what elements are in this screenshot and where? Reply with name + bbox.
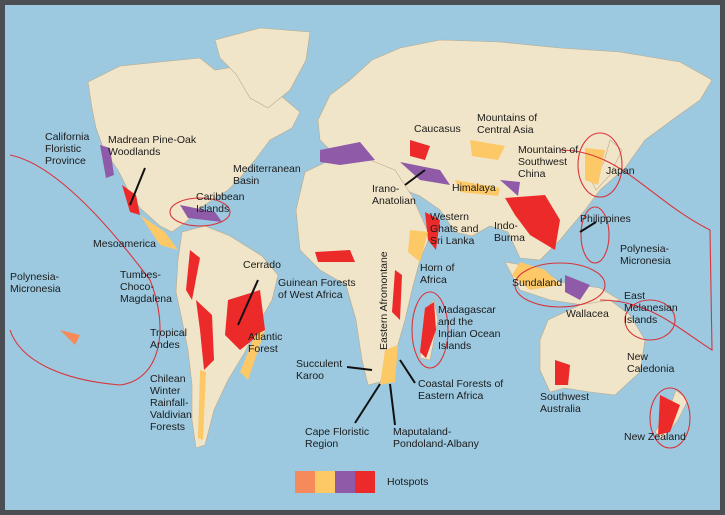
label-mountains-central-asia: Mountains of Central Asia [477,112,538,136]
legend: Hotspots [295,471,428,493]
label-caucasus: Caucasus [414,123,461,135]
label-mountains-sw-china: Mountains of Southwest China [518,144,579,180]
label-caribbean-islands: Caribbean Islands [196,191,245,215]
label-succulent-karoo: Succulent Karoo [296,358,343,382]
legend-swatch-purple [335,471,355,493]
label-western-ghats: Western Ghats and Sri Lanka [430,211,479,247]
label-indo-burma: Indo- Burma [494,220,525,244]
label-mediterranean-basin: Mediterranean Basin [233,163,301,187]
label-coastal-forests-eastern-africa: Coastal Forests of Eastern Africa [418,378,504,402]
label-mesoamerica: Mesoamerica [93,238,157,250]
hotspot-areas [60,140,680,440]
label-new-caledonia: New Caledonia [627,351,675,375]
label-himalaya: Himalaya [452,182,496,194]
label-wallacea: Wallacea [566,308,609,320]
north-america [87,57,301,233]
label-cape-floristic-region: Cape Floristic Region [305,426,370,450]
label-tumbes-choco-magdalena: Tumbes- Choco- Magdalena [120,269,172,305]
hotspot-boundaries [9,132,713,449]
legend-swatch-red [355,471,375,493]
label-guinean-forests: Guinean Forests of West Africa [278,277,356,301]
label-chilean-winter-rainfall: Chilean Winter Rainfall- Valdivian Fores… [150,373,192,433]
legend-swatch-orange [295,471,315,493]
label-east-melanesian-islands: East Melanesian Islands [624,290,678,326]
label-southwest-australia: Southwest Australia [540,391,590,415]
label-atlantic-forest: Atlantic Forest [248,331,283,355]
label-new-zealand: New Zealand [624,431,686,443]
label-polynesia-micronesia-west: Polynesia- Micronesia [10,271,61,295]
greenland [214,27,311,109]
world-map: California Floristic Province Madrean Pi… [5,5,720,510]
label-eastern-afromontane: Eastern Afromontane [378,251,390,350]
legend-swatch-yellow [315,471,335,493]
label-maputaland-pondoland-albany: Maputaland- Pondoland-Albany [393,426,479,450]
label-california-floristic-province: California Floristic Province [45,131,90,167]
label-madagascar: Madagascar and the Indian Ocean Islands [438,304,501,352]
label-cerrado: Cerrado [243,259,281,271]
label-polynesia-micronesia-east: Polynesia- Micronesia [620,243,671,267]
label-philippines: Philippines [580,213,631,225]
label-horn-of-africa: Horn of Africa [420,262,455,286]
legend-label: Hotspots [387,476,429,488]
label-madrean-pine-oak-woodlands: Madrean Pine-Oak Woodlands [108,134,197,158]
map-graphic [9,27,713,449]
label-irano-anatolian: Irano- Anatolian [372,183,416,207]
label-tropical-andes: Tropical Andes [150,327,187,351]
label-japan: Japan [606,165,635,177]
label-sundaland: Sundaland [512,277,563,289]
leader-lines [129,167,597,426]
